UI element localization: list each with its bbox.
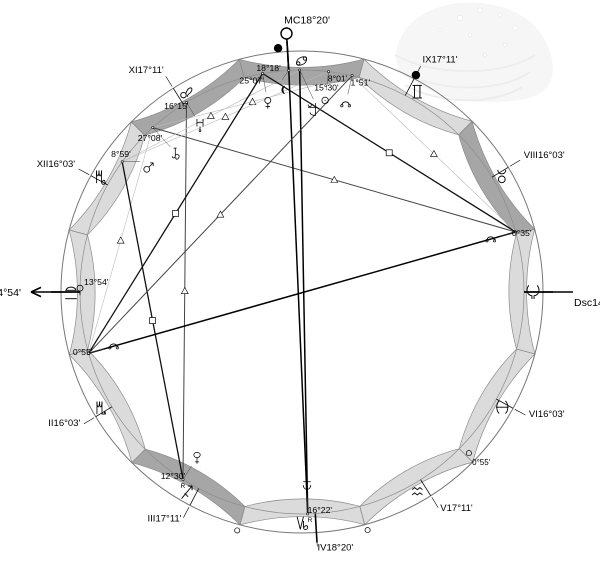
- svg-text:8°01': 8°01': [328, 74, 348, 84]
- svg-text:1°51': 1°51': [351, 78, 371, 88]
- svg-text:25°07': 25°07': [239, 75, 264, 85]
- svg-text:XI17°11': XI17°11': [129, 65, 164, 76]
- svg-text:0°55': 0°55': [472, 458, 491, 467]
- svg-text:16°15': 16°15': [164, 101, 189, 111]
- svg-text:IV18°20': IV18°20': [318, 543, 354, 554]
- svg-text:Asc14°54': Asc14°54': [0, 287, 21, 299]
- svg-text:II16°03': II16°03': [48, 418, 80, 429]
- svg-text:III17°11': III17°11': [148, 513, 182, 524]
- svg-text:0°35': 0°35': [512, 228, 532, 238]
- svg-text:16°22': 16°22': [308, 505, 333, 515]
- svg-text:Dsc14°54': Dsc14°54': [574, 297, 600, 309]
- svg-text:MC18°20': MC18°20': [284, 15, 330, 27]
- svg-text:VIII16°03': VIII16°03': [524, 150, 565, 161]
- svg-text:27°08': 27°08': [138, 133, 163, 143]
- svg-text:IX17°11': IX17°11': [423, 55, 458, 66]
- svg-text:13°54': 13°54': [84, 277, 109, 287]
- svg-text:V17°11': V17°11': [440, 503, 473, 514]
- svg-text:R: R: [180, 483, 185, 490]
- svg-text:0°55': 0°55': [73, 347, 93, 357]
- svg-text:R: R: [308, 517, 313, 524]
- svg-text:XII16°03': XII16°03': [37, 159, 76, 170]
- svg-text:12°30': 12°30': [161, 471, 186, 481]
- svg-text:18°18': 18°18': [256, 63, 281, 73]
- svg-text:VI16°03': VI16°03': [529, 409, 565, 420]
- svg-text:8°59': 8°59': [111, 149, 131, 159]
